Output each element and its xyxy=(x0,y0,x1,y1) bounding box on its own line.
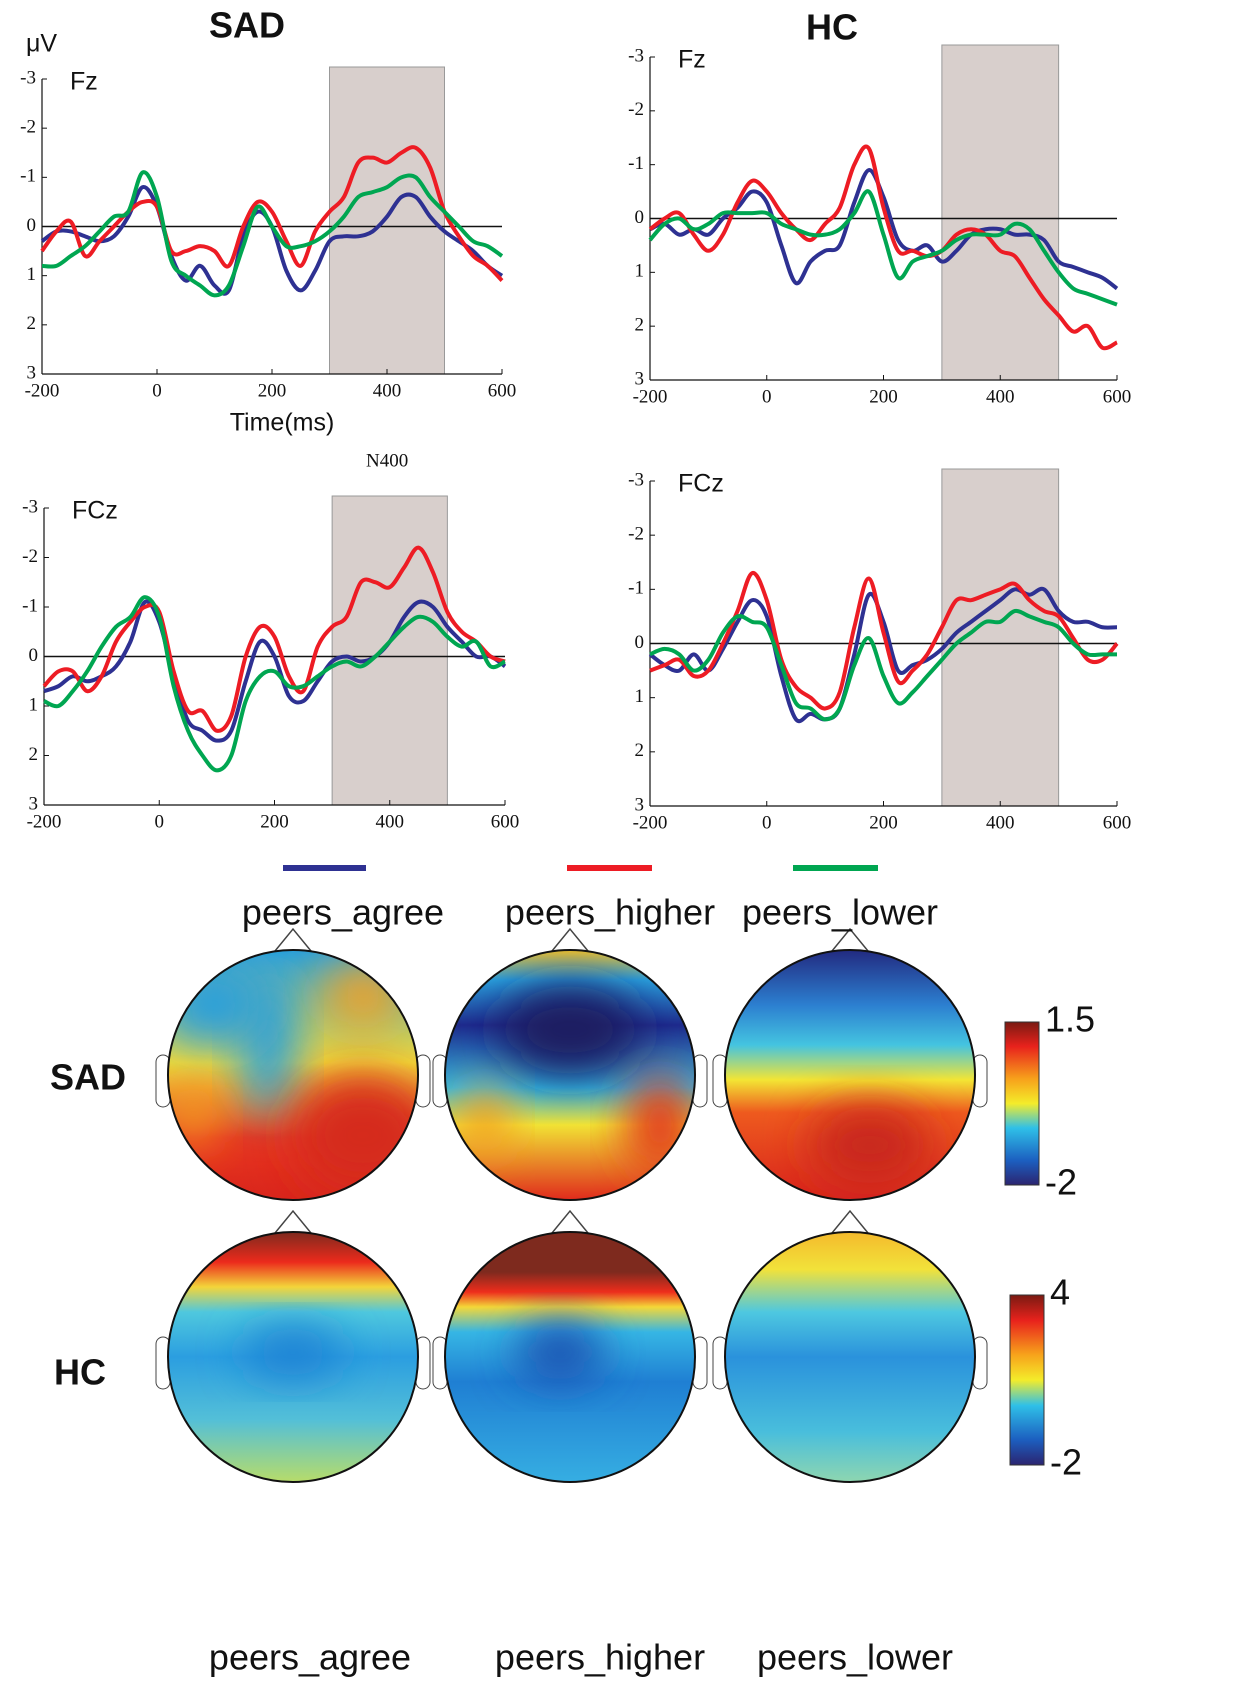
series-line xyxy=(43,595,506,773)
y-tick-label: 0 xyxy=(29,645,39,666)
y-tick-label: -1 xyxy=(628,153,644,174)
x-tick-label: -200 xyxy=(27,811,62,832)
x-tick-label: -200 xyxy=(25,380,60,401)
topomap xyxy=(432,1209,708,1483)
highlight-window xyxy=(941,44,1060,381)
series-line xyxy=(648,144,1118,351)
channel-label: Fz xyxy=(678,46,706,74)
row-label: SAD xyxy=(50,1057,126,1098)
x-tick-label: 400 xyxy=(986,386,1015,407)
topomap xyxy=(155,1209,431,1483)
y-tick-label: -3 xyxy=(628,469,644,490)
chart-title: SAD xyxy=(209,5,285,46)
x-tick-label: 600 xyxy=(491,811,520,832)
colorbar xyxy=(1004,1021,1040,1186)
y-tick-label: -3 xyxy=(628,45,644,66)
series-line xyxy=(42,545,506,733)
y-tick-label: -1 xyxy=(22,595,38,616)
y-tick-label: 2 xyxy=(635,315,645,336)
x-axis-label: Time(ms) xyxy=(230,409,335,437)
y-tick-label: -1 xyxy=(20,166,36,187)
colorbar-label: -2 xyxy=(1045,1162,1077,1203)
colorbar-label: 1.5 xyxy=(1045,999,1095,1040)
chart-title: HC xyxy=(806,7,858,48)
series-line xyxy=(40,145,504,282)
series-line xyxy=(41,170,504,298)
legend-label: peers_higher xyxy=(505,892,715,933)
column-label: peers_agree xyxy=(209,1637,411,1678)
topomap xyxy=(712,1209,988,1483)
y-tick-label: 3 xyxy=(27,362,37,383)
y-tick-label: 0 xyxy=(635,207,645,228)
x-tick-label: 0 xyxy=(762,386,772,407)
highlight-window xyxy=(941,468,1060,807)
series-line xyxy=(649,571,1119,711)
series-line xyxy=(648,189,1118,307)
y-tick-label: 1 xyxy=(635,261,645,282)
y-tick-label: 0 xyxy=(27,215,37,236)
y-tick-label: 2 xyxy=(27,313,37,334)
colorbar-label: -2 xyxy=(1050,1442,1082,1483)
x-tick-label: 0 xyxy=(762,812,772,833)
topomap xyxy=(432,927,708,1201)
y-tick-label: 2 xyxy=(635,740,645,761)
y-tick-label: 1 xyxy=(27,264,37,285)
y-tick-label: 1 xyxy=(635,686,645,707)
y-tick-label: -3 xyxy=(22,496,38,517)
column-label: peers_higher xyxy=(495,1637,705,1678)
annotation: N400 xyxy=(366,450,408,471)
x-tick-label: 200 xyxy=(869,386,898,407)
channel-label: Fz xyxy=(70,68,98,96)
column-label: peers_lower xyxy=(757,1637,953,1678)
y-tick-label: -2 xyxy=(20,117,36,138)
x-tick-label: 200 xyxy=(869,812,898,833)
y-axis-label: μV xyxy=(26,30,57,58)
x-tick-label: 400 xyxy=(986,812,1015,833)
x-tick-label: 0 xyxy=(155,811,165,832)
topomaps xyxy=(155,927,1045,1483)
y-tick-label: -3 xyxy=(20,67,36,88)
x-tick-label: 600 xyxy=(1103,812,1132,833)
y-tick-label: -2 xyxy=(628,99,644,120)
x-tick-label: 600 xyxy=(1103,386,1132,407)
legend-label: peers_lower xyxy=(742,892,938,933)
x-tick-label: 400 xyxy=(376,811,405,832)
y-tick-label: -2 xyxy=(22,546,38,567)
y-tick-label: 3 xyxy=(635,794,645,815)
colorbar-label: 4 xyxy=(1050,1272,1070,1313)
y-tick-label: 2 xyxy=(29,744,39,765)
colorbar xyxy=(1009,1294,1045,1466)
x-tick-label: 200 xyxy=(260,811,289,832)
x-tick-label: 400 xyxy=(373,380,402,401)
x-tick-label: -200 xyxy=(633,812,668,833)
row-label: HC xyxy=(54,1352,106,1393)
y-tick-label: 1 xyxy=(29,694,39,715)
topomap xyxy=(712,927,988,1201)
x-tick-label: -200 xyxy=(633,386,668,407)
series-line xyxy=(649,168,1119,291)
highlight-window xyxy=(331,495,448,806)
y-tick-label: -2 xyxy=(628,524,644,545)
channel-label: FCz xyxy=(678,470,724,498)
x-tick-label: 0 xyxy=(152,380,162,401)
channel-label: FCz xyxy=(72,497,118,525)
y-tick-label: -1 xyxy=(628,578,644,599)
y-tick-label: 3 xyxy=(635,368,645,389)
x-tick-label: 200 xyxy=(258,380,287,401)
topomap xyxy=(155,927,431,1201)
x-tick-label: 600 xyxy=(488,380,517,401)
series-line xyxy=(649,608,1117,722)
series-line xyxy=(43,599,507,743)
highlight-window xyxy=(329,66,445,375)
legend-label: peers_agree xyxy=(242,892,444,933)
series-line xyxy=(648,586,1118,724)
y-tick-label: 3 xyxy=(29,793,39,814)
y-tick-label: 0 xyxy=(635,632,645,653)
